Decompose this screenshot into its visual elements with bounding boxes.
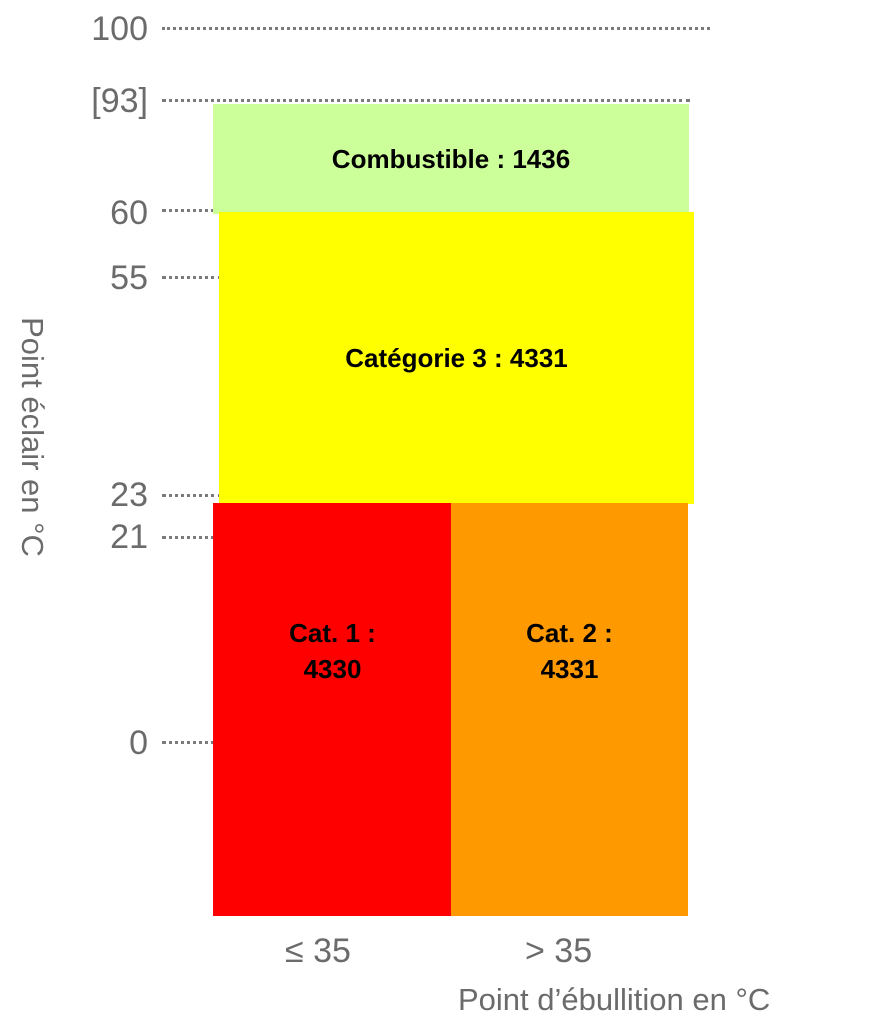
cat-2-line-1: Cat. 2 : [526,618,613,648]
guide-line-100 [162,27,710,30]
y-tick-0: 0 [129,724,148,762]
region-categorie-3-label: Catégorie 3 : 4331 [345,342,568,373]
y-tick-23: 23 [110,476,148,514]
y-tick-60: 60 [110,194,148,232]
x-tick-le-35: ≤ 35 [285,932,351,970]
guide-line-93 [162,99,690,102]
region-cat-2-label: Cat. 2 : 4331 [526,615,613,688]
y-tick-93: [93] [91,82,148,120]
x-axis-label: Point d’ébullition en °C [458,982,771,1017]
guide-line-55 [162,276,222,279]
region-combustible: Combustible : 1436 [213,104,689,214]
y-axis-label: Point éclair en °C [15,317,50,557]
region-cat-2: Cat. 2 : 4331 [451,503,688,916]
y-tick-100: 100 [91,10,148,48]
region-cat-1: Cat. 1 : 4330 [213,503,452,916]
cat-1-line-1: Cat. 1 : [289,618,376,648]
region-cat-1-label: Cat. 1 : 4330 [289,615,376,688]
guide-line-60 [162,209,222,212]
y-tick-21: 21 [110,518,148,556]
guide-line-0 [162,741,222,744]
region-combustible-label: Combustible : 1436 [331,143,571,174]
y-tick-55: 55 [110,259,148,297]
guide-line-23 [162,494,222,497]
guide-line-21 [162,536,222,539]
cat-2-line-2: 4331 [540,654,599,685]
cat-1-line-2: 4330 [303,654,362,685]
region-categorie-3: Catégorie 3 : 4331 [219,212,694,504]
x-tick-gt-35: > 35 [525,932,593,970]
